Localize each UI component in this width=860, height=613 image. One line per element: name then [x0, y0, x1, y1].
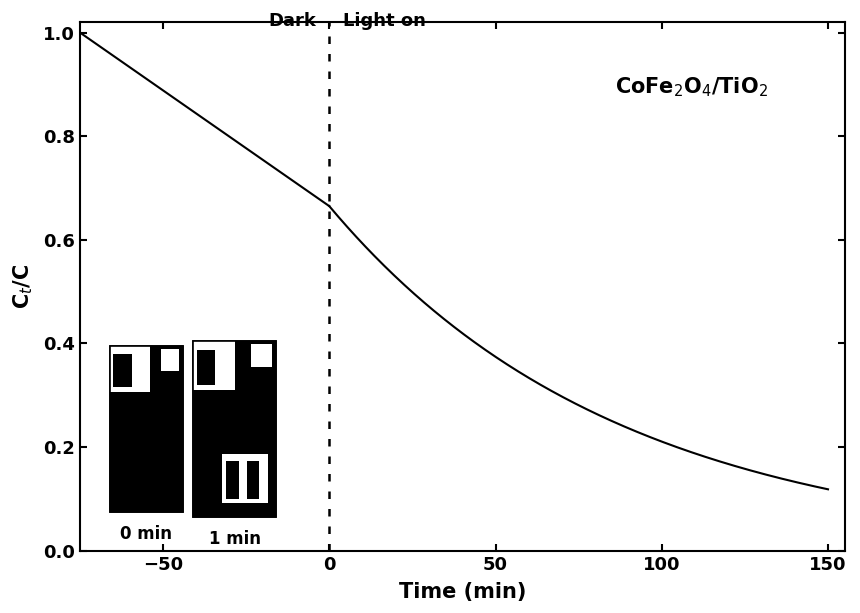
- Bar: [197, 349, 215, 385]
- Text: 0 min: 0 min: [120, 525, 172, 543]
- Bar: [161, 349, 180, 371]
- Bar: [251, 345, 272, 367]
- Text: 1 min: 1 min: [208, 530, 261, 548]
- Bar: [193, 341, 276, 517]
- Bar: [110, 346, 150, 392]
- Bar: [247, 460, 260, 500]
- Text: CoFe$_2$O$_4$/TiO$_2$: CoFe$_2$O$_4$/TiO$_2$: [615, 75, 768, 99]
- Bar: [226, 460, 239, 500]
- Text: Dark: Dark: [268, 12, 316, 30]
- Bar: [193, 341, 235, 390]
- Text: Light on: Light on: [342, 12, 426, 30]
- X-axis label: Time (min): Time (min): [398, 582, 526, 602]
- Bar: [193, 341, 276, 517]
- Bar: [110, 346, 183, 512]
- Bar: [110, 346, 183, 512]
- Bar: [114, 354, 132, 387]
- Y-axis label: C$_t$/C: C$_t$/C: [11, 264, 34, 309]
- Bar: [222, 454, 267, 503]
